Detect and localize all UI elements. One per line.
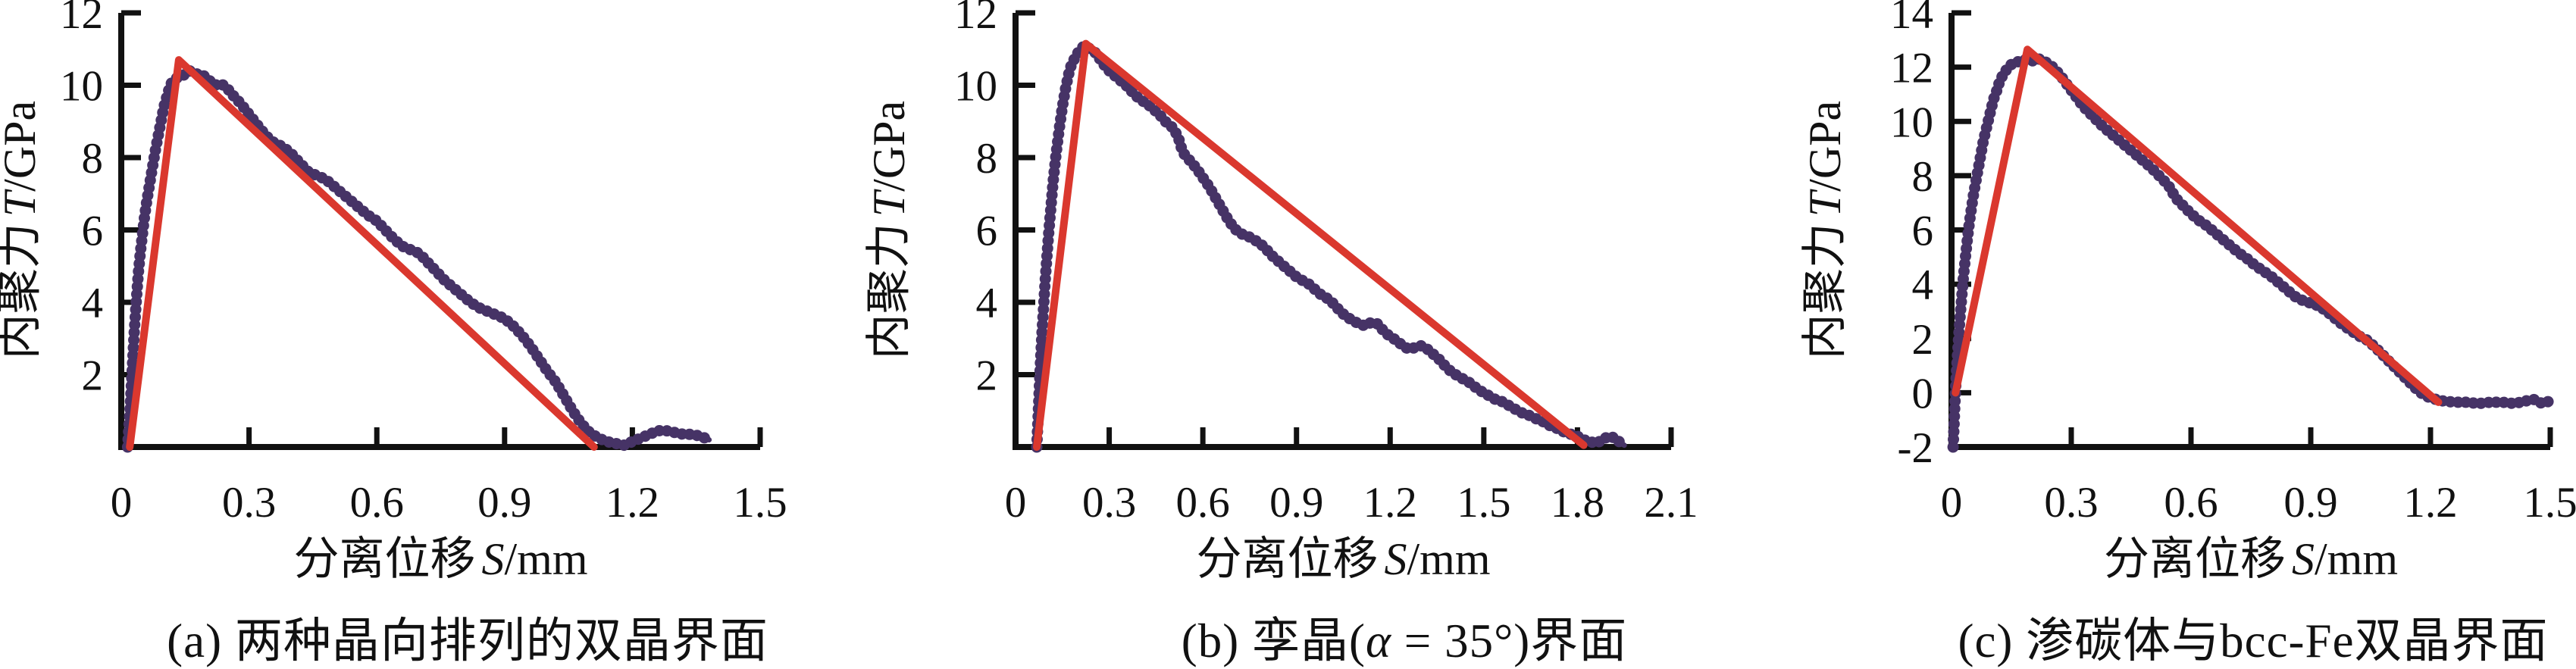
x-tick-label: 0 [1005, 479, 1027, 527]
cohesive-response-curve [1031, 39, 1630, 453]
x-axis-label: 分离位移 S/mm [293, 534, 587, 584]
y-tick-label: 8 [976, 135, 998, 183]
x-tick-label: 0.9 [477, 479, 531, 527]
caption-a-text: (a) 两种晶向排列的双晶界面 [167, 614, 768, 667]
x-tick-label: 0.9 [1269, 479, 1323, 527]
x-axis-label: 分离位移 S/mm [1196, 534, 1490, 584]
caption-b-italic: α [1365, 614, 1392, 667]
cohesive-response-curve [121, 64, 715, 453]
y-tick-label: 6 [976, 208, 998, 255]
x-tick-label: 1.5 [733, 479, 787, 527]
axes-spines [118, 13, 760, 450]
bilinear-fit-line [126, 56, 598, 451]
x-tick-label: 1.5 [2523, 479, 2576, 527]
caption-b-text: (b) 孪晶( [1181, 614, 1366, 667]
x-tick-label: 0.6 [1176, 479, 1230, 527]
y-axis-label: 内聚力T/GPa [864, 101, 914, 359]
y-tick-label: 2 [82, 352, 104, 400]
x-tick-label: 0.3 [1082, 479, 1136, 527]
y-tick-label: 8 [1912, 153, 1934, 201]
x-tick-label: 1.2 [1363, 479, 1417, 527]
caption-panel-a: (a) 两种晶向排列的双晶界面 [167, 602, 768, 669]
x-tick-label: 1.2 [606, 479, 659, 527]
y-tick-label: 12 [60, 0, 103, 38]
x-tick-label: 0 [1941, 479, 1963, 527]
caption-panel-c: (c) 渗碳体与bcc-Fe双晶界面 [1958, 602, 2548, 669]
y-tick-label: 10 [60, 63, 103, 111]
x-tick-label: 0.9 [2283, 479, 2337, 527]
x-tick-label: 0.6 [2164, 479, 2218, 527]
x-tick-label: 0.3 [222, 479, 276, 527]
y-tick-label: 2 [976, 352, 998, 400]
y-tick-label: -2 [1898, 424, 1933, 472]
caption-b-tail: = 35°)界面 [1391, 614, 1628, 667]
axes-spines [1948, 13, 2550, 450]
y-tick-label: 0 [1912, 370, 1934, 417]
y-axis-label: 内聚力T/GPa [0, 101, 45, 359]
y-tick-label: 6 [1912, 208, 1934, 255]
y-tick-label: 4 [976, 280, 998, 327]
y-tick-label: 8 [82, 135, 104, 183]
x-tick-label: 1.2 [2403, 479, 2457, 527]
y-tick-label: 12 [1890, 45, 1933, 92]
y-tick-label: 2 [1912, 316, 1934, 364]
x-tick-label: 0.3 [2044, 479, 2098, 527]
y-tick-label: 4 [1912, 261, 1934, 309]
caption-panel-b: (b) 孪晶(α = 35°)界面 [1182, 602, 1627, 669]
x-tick-label: 0.6 [350, 479, 404, 527]
bilinear-fit-line [1033, 39, 1588, 451]
y-tick-label: 10 [1890, 98, 1933, 146]
bilinear-fit-line [1952, 45, 2443, 406]
x-tick-label: 2.1 [1644, 479, 1698, 527]
cohesive-response-curve-core [1950, 56, 2553, 450]
y-tick-label: 4 [82, 280, 104, 327]
y-axis-label: 内聚力T/GPa [1800, 101, 1850, 359]
cohesive-response-curve-core [1034, 42, 1627, 450]
panel-b-chart: 2 4 6 8 10 12 0 0.3 0.6 0.9 1.2 1.5 1.8 2.1 分离位移 S/mm 内聚… [864, 0, 1698, 584]
caption-c-text: (c) 渗碳体与bcc-Fe双晶界面 [1958, 614, 2549, 667]
x-tick-label: 0 [111, 479, 133, 527]
y-tick-label: 14 [1890, 0, 1933, 38]
y-tick-label: 10 [954, 63, 997, 111]
x-axis-label: 分离位移 S/mm [2104, 534, 2398, 584]
cohesive-response-curve [1947, 53, 2556, 453]
x-tick-label: 1.5 [1457, 479, 1510, 527]
x-tick-label: 1.8 [1551, 479, 1604, 527]
y-tick-label: 12 [954, 0, 997, 38]
y-tick-label: 6 [82, 208, 104, 255]
